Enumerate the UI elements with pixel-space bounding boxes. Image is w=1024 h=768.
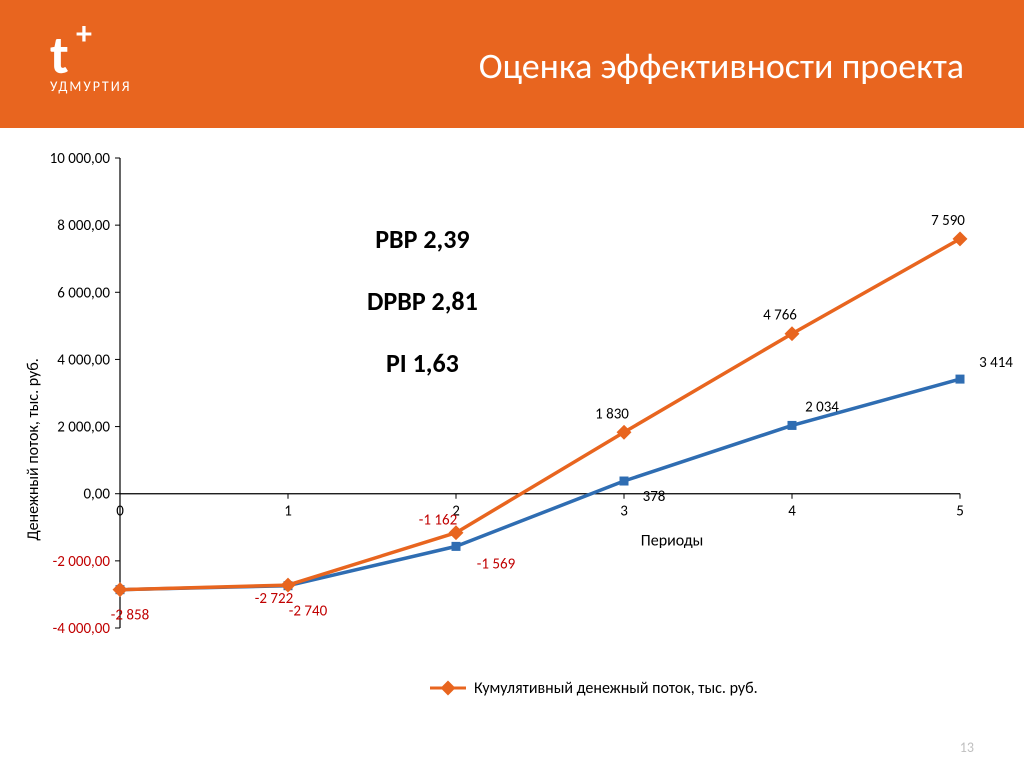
svg-text:-2 858: -2 858 <box>111 607 149 625</box>
svg-text:-2 000,00: -2 000,00 <box>53 553 111 571</box>
svg-text:4 766: 4 766 <box>763 307 797 325</box>
svg-text:4 000,00: 4 000,00 <box>57 351 110 369</box>
logo-plus-glyph: + <box>76 18 92 50</box>
slide-title: Оценка эффективности проекта <box>479 44 964 88</box>
logo-main: t + <box>50 28 132 82</box>
svg-text:2 000,00: 2 000,00 <box>57 419 110 437</box>
svg-text:-1 162: -1 162 <box>419 512 457 530</box>
page-number: 13 <box>960 739 974 756</box>
svg-text:8 000,00: 8 000,00 <box>57 217 110 235</box>
svg-text:10 000,00: 10 000,00 <box>50 150 111 168</box>
svg-text:1 830: 1 830 <box>595 405 629 423</box>
svg-text:Периоды: Периоды <box>641 532 704 551</box>
svg-text:-2 740: -2 740 <box>289 603 328 621</box>
svg-text:1: 1 <box>284 503 292 521</box>
svg-text:-1 569: -1 569 <box>477 555 516 573</box>
svg-text:Кумулятивный денежный поток, т: Кумулятивный денежный поток, тыс. руб. <box>474 679 758 698</box>
header: t + УДМУРТИЯ Оценка эффективности проект… <box>0 0 1024 128</box>
svg-text:4: 4 <box>788 503 796 521</box>
logo-t-glyph: t <box>50 22 69 88</box>
svg-text:3 414: 3 414 <box>979 354 1013 372</box>
svg-text:0: 0 <box>116 503 124 521</box>
svg-text:5: 5 <box>956 503 964 521</box>
svg-text:PBP 2,39: PBP 2,39 <box>375 223 469 255</box>
svg-text:3: 3 <box>620 503 628 521</box>
chart-area: -4 000,00 -2 000,00 0,00 2 000,00 4 000,00 6 … <box>0 128 1024 768</box>
chart-svg: -4 000,00 -2 000,00 0,00 2 000,00 4 000,00 6 … <box>0 128 1024 768</box>
logo: t + УДМУРТИЯ <box>50 28 132 95</box>
svg-text:6 000,00: 6 000,00 <box>57 284 110 302</box>
svg-text:378: 378 <box>643 488 666 506</box>
svg-text:-2 722: -2 722 <box>255 590 293 608</box>
svg-text:7 590: 7 590 <box>931 212 965 230</box>
svg-text:0,00: 0,00 <box>83 486 110 504</box>
svg-text:PI 1,63: PI 1,63 <box>386 347 459 379</box>
svg-text:-4 000,00: -4 000,00 <box>53 620 111 638</box>
svg-text:2 034: 2 034 <box>805 398 839 416</box>
svg-text:Денежный поток, тыс. руб.: Денежный поток, тыс. руб. <box>24 358 43 540</box>
svg-text:DPBP 2,81: DPBP 2,81 <box>367 285 478 317</box>
